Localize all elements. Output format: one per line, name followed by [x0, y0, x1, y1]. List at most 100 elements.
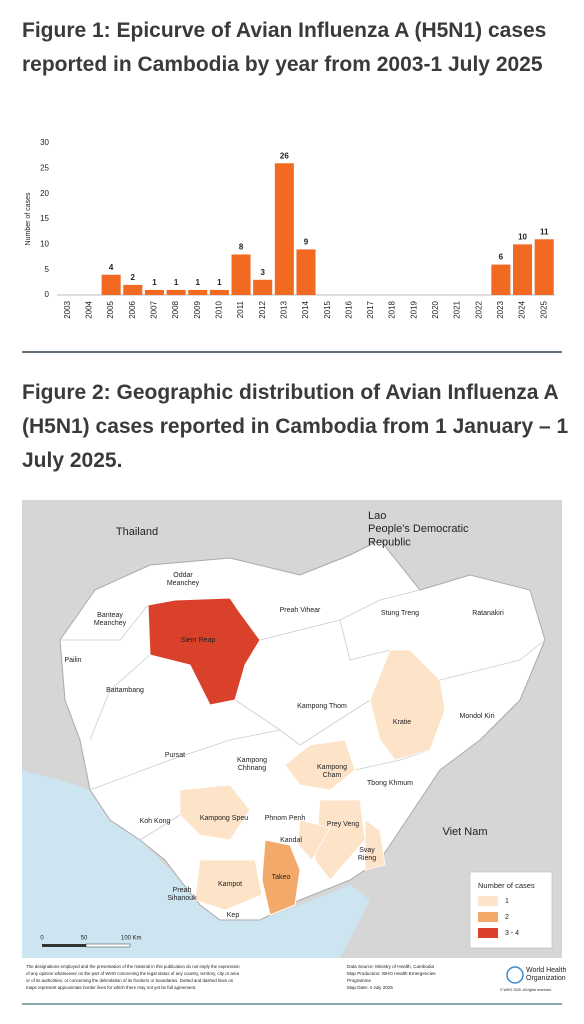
bar: [491, 264, 511, 295]
sea: [22, 770, 370, 958]
map-label: Kandal: [280, 837, 302, 844]
region-siem-reap: [147, 597, 261, 706]
map-label: Takeo: [272, 874, 291, 881]
bar: [534, 239, 554, 295]
org-name: World Health: [526, 967, 566, 974]
legend-label: 1: [505, 898, 509, 905]
x-tick-label: 2008: [171, 300, 180, 318]
data-label: 26: [280, 151, 289, 160]
legend-label: 3 - 4: [505, 930, 519, 937]
disclaimer: maps represent approximate border lines …: [26, 985, 196, 990]
disclaimer: or of its authorities, or concerning the…: [26, 978, 234, 983]
region-kampot: [194, 859, 263, 911]
bar: [253, 279, 273, 295]
disclaimer: The designations employed and the presen…: [26, 964, 240, 969]
data-label: 9: [304, 238, 309, 247]
legend-swatch: [478, 928, 498, 938]
data-label: 4: [109, 263, 114, 272]
map-label: Kampong: [237, 757, 267, 764]
map-label: Lao: [368, 510, 386, 522]
map-label: Siem Reap: [181, 637, 216, 644]
x-tick-label: 2015: [323, 300, 332, 318]
province-borders: [60, 589, 546, 841]
x-tick-label: 2007: [150, 300, 159, 318]
x-tick-label: 2003: [63, 300, 72, 318]
bar: [188, 289, 208, 295]
map-label: Chhnang: [238, 765, 267, 772]
map-label: Pailin: [64, 657, 81, 664]
bar: [274, 163, 294, 295]
region-takeo: [261, 839, 301, 916]
x-tick-label: 2020: [431, 300, 440, 318]
legend-swatch: [478, 896, 498, 906]
source: Programme: [347, 978, 371, 983]
scale-bar: [85, 943, 131, 948]
map-label: Sihanouk: [167, 895, 197, 902]
scale-label: 0: [40, 936, 44, 942]
x-tick-label: 2005: [106, 300, 115, 318]
x-tick-label: 2012: [258, 300, 267, 318]
map-label: Prey Veng: [327, 821, 359, 828]
x-tick-label: 2016: [344, 300, 353, 318]
region-svay-rieng: [364, 819, 386, 871]
map-label: Kep: [227, 912, 240, 919]
data-label: 3: [260, 268, 265, 277]
source: Map Date: 4 July 2025: [347, 985, 393, 990]
copyright: © WHO 2025. All rights reserved.: [500, 988, 552, 992]
map: [22, 500, 562, 1010]
map-label: Ratanakiri: [472, 610, 504, 617]
map-label: Thailand: [116, 526, 158, 538]
map-label: Rieng: [358, 855, 376, 862]
map-label: Banteay: [97, 612, 123, 619]
x-tick-label: 2024: [518, 300, 527, 318]
data-label: 11: [540, 227, 549, 236]
map-label: Meanchey: [167, 580, 200, 587]
region-kampong-speu: [179, 784, 251, 841]
scale-label: 50: [81, 936, 88, 942]
map-label: Viet Nam: [442, 826, 487, 838]
x-tick-label: 2017: [366, 300, 375, 318]
bar: [296, 249, 316, 295]
y-tick-label: 25: [40, 163, 49, 172]
x-tick-label: 2009: [193, 300, 202, 318]
x-tick-label: 2021: [453, 300, 462, 318]
figure-title: Figure 2: Geographic distribution of Avi…: [22, 381, 569, 472]
x-tick-label: 2004: [85, 300, 94, 318]
y-axis-title: Number of cases: [25, 192, 32, 245]
x-tick-label: 2025: [539, 300, 548, 318]
bar: [512, 244, 533, 295]
map-label: Oddar: [173, 572, 193, 579]
region-kampong-cham: [284, 739, 356, 791]
bar: [166, 289, 186, 295]
map-label: Phnom Penh: [265, 815, 306, 822]
y-tick-label: 15: [40, 214, 49, 223]
data-label: 6: [499, 253, 504, 262]
who-logo: [506, 966, 524, 984]
y-tick-label: 10: [40, 239, 49, 248]
map-label: Pursat: [165, 752, 185, 759]
data-label: 1: [152, 278, 157, 287]
scale-label: 100: [121, 936, 132, 942]
map-label: People's Democratic: [368, 523, 469, 535]
map-label: Kratie: [393, 719, 411, 726]
x-tick-label: 2022: [474, 300, 483, 318]
x-tick-label: 2014: [301, 300, 310, 318]
y-tick-label: 20: [40, 189, 49, 198]
map-label: Kampong: [317, 764, 347, 771]
map-label: Meanchey: [94, 620, 127, 627]
bar: [123, 284, 143, 295]
data-label: 2: [131, 273, 136, 282]
map-label: Kampot: [218, 881, 242, 888]
y-tick-label: 5: [45, 265, 50, 274]
map-label: Republic: [368, 536, 411, 548]
bar: [209, 289, 229, 295]
x-tick-label: 2018: [388, 300, 397, 318]
legend-title: Number of cases: [478, 881, 535, 890]
bar: [231, 254, 251, 295]
data-label: 1: [174, 278, 179, 287]
map-footer: [22, 958, 562, 1010]
map-label: Cham: [323, 772, 342, 779]
scale-label: Km: [133, 936, 142, 942]
